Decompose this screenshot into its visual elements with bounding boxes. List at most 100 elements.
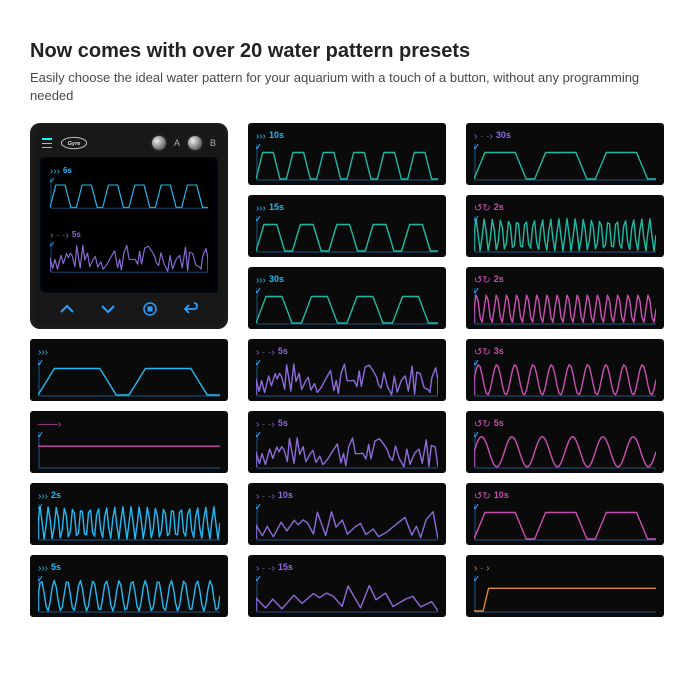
preset-tile[interactable]: ↺↻10s	[466, 483, 664, 545]
preset-tile[interactable]: › · ·›5s	[46, 227, 212, 287]
waveform-icon	[474, 287, 656, 325]
dial-b[interactable]	[188, 136, 202, 150]
preset-tile[interactable]: ›››15s	[248, 195, 446, 257]
waveform-icon	[256, 431, 438, 469]
preset-label-row: ›››10s	[256, 129, 438, 141]
waveform-icon	[256, 575, 438, 613]
menu-icon[interactable]	[42, 138, 52, 148]
dial-a-label: A	[174, 138, 180, 148]
preset-tile[interactable]: ›››2s	[30, 483, 228, 545]
preset-label-row: ›››30s	[256, 273, 438, 285]
preset-tile[interactable]: ——›	[30, 411, 228, 473]
waveform-icon	[256, 503, 438, 541]
waveform-icon	[38, 503, 220, 541]
preset-tile[interactable]: › · ·›15s	[248, 555, 446, 617]
waveform-icon	[474, 431, 656, 469]
preset-duration-label: 5s	[278, 346, 288, 356]
svg-text:Gyre: Gyre	[68, 141, 81, 147]
preset-tile[interactable]: › · ·›10s	[248, 483, 446, 545]
preset-duration-label: 6s	[63, 166, 72, 175]
preset-grid: Gyre A B ›››6s› · ·›5s ›››10s› · ·›30s››…	[30, 123, 670, 617]
preset-duration-label: 10s	[494, 490, 509, 500]
preset-mode-icon: › · ·›	[474, 126, 493, 144]
preset-duration-label: 2s	[494, 274, 504, 284]
dial-b-label: B	[210, 138, 216, 148]
waveform-icon	[38, 431, 220, 469]
preset-label-row: › · ·›15s	[256, 561, 438, 573]
waveform-icon	[50, 177, 208, 209]
preset-mode-icon: ›››	[50, 161, 60, 179]
preset-mode-icon: ↺↻	[474, 342, 491, 360]
dial-a[interactable]	[152, 136, 166, 150]
controller-footer	[40, 293, 218, 321]
preset-label-row: › · ·›5s	[50, 229, 208, 239]
waveform-icon	[256, 359, 438, 397]
preset-tile[interactable]: ↺↻5s	[466, 411, 664, 473]
preset-duration-label: 15s	[278, 562, 293, 572]
preset-label-row: ↺↻5s	[474, 417, 656, 429]
preset-tile[interactable]: › · ›	[466, 555, 664, 617]
waveform-icon	[474, 359, 656, 397]
preset-tile[interactable]: ›››6s	[46, 163, 212, 223]
preset-tile[interactable]: ›››	[30, 339, 228, 401]
preset-mode-icon: › · ·›	[256, 486, 275, 504]
preset-tile[interactable]: ›››5s	[30, 555, 228, 617]
preset-label-row: › · ·›10s	[256, 489, 438, 501]
waveform-icon	[474, 503, 656, 541]
preset-label-row: ›››5s	[38, 561, 220, 573]
preset-mode-icon: ›››	[38, 558, 48, 576]
waveform-icon	[38, 359, 220, 397]
preset-duration-label: 30s	[496, 130, 511, 140]
down-button[interactable]	[100, 301, 116, 317]
preset-label-row: ↺↻10s	[474, 489, 656, 501]
preset-label-row: ›››15s	[256, 201, 438, 213]
waveform-icon	[256, 215, 438, 253]
up-button[interactable]	[59, 301, 75, 317]
preset-duration-label: 5s	[278, 418, 288, 428]
preset-duration-label: 2s	[494, 202, 504, 212]
preset-mode-icon: ›››	[256, 198, 266, 216]
preset-label-row: › · ·›30s	[474, 129, 656, 141]
preset-label-row: ›››6s	[50, 165, 208, 175]
preset-tile[interactable]: › · ·›30s	[466, 123, 664, 185]
back-button[interactable]	[183, 301, 199, 317]
preset-mode-icon: › · ›	[474, 558, 490, 576]
preset-label-row: ↺↻2s	[474, 201, 656, 213]
preset-duration-label: 5s	[72, 230, 81, 239]
preset-duration-label: 5s	[51, 562, 61, 572]
brand-logo: Gyre	[60, 135, 88, 151]
preset-mode-icon: › · ·›	[50, 225, 69, 243]
preset-duration-label: 5s	[494, 418, 504, 428]
preset-mode-icon: › · ·›	[256, 414, 275, 432]
controller-screen: ›››6s › · ·›5s	[40, 157, 218, 293]
waveform-icon	[50, 241, 208, 273]
preset-tile[interactable]: ↺↻2s	[466, 267, 664, 329]
preset-label-row: › · ·›5s	[256, 345, 438, 357]
controller-header: Gyre A B	[40, 131, 218, 157]
waveform-icon	[256, 287, 438, 325]
preset-tile[interactable]: ↺↻3s	[466, 339, 664, 401]
preset-mode-icon: ↺↻	[474, 486, 491, 504]
preset-mode-icon: ↺↻	[474, 198, 491, 216]
preset-tile[interactable]: ›››10s	[248, 123, 446, 185]
preset-mode-icon: ›››	[38, 342, 48, 360]
preset-mode-icon: ›››	[256, 270, 266, 288]
preset-mode-icon: ›››	[38, 486, 48, 504]
preset-mode-icon: › · ·›	[256, 342, 275, 360]
preset-mode-icon: ↺↻	[474, 270, 491, 288]
preset-label-row: ——›	[38, 417, 220, 429]
preset-tile[interactable]: ↺↻2s	[466, 195, 664, 257]
preset-duration-label: 3s	[494, 346, 504, 356]
stop-button[interactable]	[142, 301, 158, 317]
waveform-icon	[474, 143, 656, 181]
waveform-icon	[474, 215, 656, 253]
preset-tile[interactable]: › · ·›5s	[248, 411, 446, 473]
preset-mode-icon: ›››	[256, 126, 266, 144]
preset-tile[interactable]: ›››30s	[248, 267, 446, 329]
preset-tile[interactable]: › · ·›5s	[248, 339, 446, 401]
preset-label-row: ↺↻3s	[474, 345, 656, 357]
preset-duration-label: 2s	[51, 490, 61, 500]
preset-label-row: ›››	[38, 345, 220, 357]
page-subtitle: Easily choose the ideal water pattern fo…	[30, 69, 670, 105]
preset-label-row: › · ›	[474, 561, 656, 573]
